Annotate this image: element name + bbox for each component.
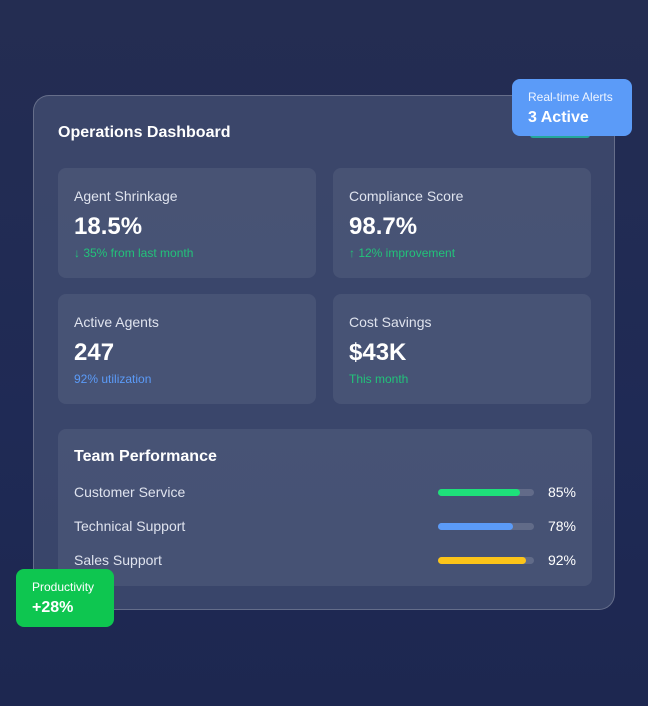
- alert-value: 3 Active: [528, 109, 589, 126]
- team-title: Team Performance: [74, 448, 217, 465]
- metric-sub: 92% utilization: [74, 372, 152, 386]
- metric-label: Active Agents: [74, 314, 159, 330]
- metric-card-cost-savings: Cost Savings $43K This month: [333, 294, 591, 404]
- progress-bar: [438, 523, 534, 530]
- metric-card-active-agents: Active Agents 247 92% utilization: [58, 294, 316, 404]
- team-row: Technical Support 78%: [74, 516, 576, 536]
- dashboard-panel: Operations Dashboard Agent Shrinkage 18.…: [33, 95, 615, 610]
- metric-value: $43K: [349, 339, 407, 366]
- metric-label: Cost Savings: [349, 314, 432, 330]
- progress-fill: [438, 557, 527, 564]
- metric-sub: ↓ 35% from last month: [74, 246, 194, 260]
- metric-sub: ↑ 12% improvement: [349, 246, 456, 260]
- progress-fill: [438, 489, 520, 496]
- progress-bar: [438, 489, 534, 496]
- team-pct: 78%: [547, 518, 576, 534]
- metric-value: 98.7%: [349, 213, 418, 240]
- team-pct: 85%: [547, 484, 576, 500]
- team-pct: 92%: [547, 552, 576, 568]
- team-performance: Team Performance Customer Service 85% Te…: [58, 429, 592, 586]
- metric-card-compliance-score: Compliance Score 98.7% ↑ 12% improvement: [333, 168, 591, 278]
- team-name: Customer Service: [74, 484, 186, 500]
- metric-label: Compliance Score: [349, 188, 464, 204]
- metric-label: Agent Shrinkage: [74, 188, 178, 204]
- productivity-badge: Productivity +28%: [16, 569, 114, 627]
- realtime-alerts-badge[interactable]: Real-time Alerts 3 Active: [512, 79, 632, 136]
- metric-card-agent-shrinkage: Agent Shrinkage 18.5% ↓ 35% from last mo…: [58, 168, 316, 278]
- team-name: Technical Support: [74, 518, 186, 534]
- productivity-label: Productivity: [32, 580, 95, 594]
- alert-label: Real-time Alerts: [528, 90, 613, 104]
- team-row: Sales Support 92%: [74, 550, 576, 570]
- productivity-value: +28%: [32, 599, 74, 616]
- progress-bar: [438, 557, 534, 564]
- metric-value: 18.5%: [74, 213, 143, 240]
- page-title: Operations Dashboard: [58, 124, 231, 141]
- team-name: Sales Support: [74, 552, 162, 568]
- team-row: Customer Service 85%: [74, 482, 576, 502]
- metric-sub: This month: [349, 372, 409, 386]
- progress-fill: [438, 523, 513, 530]
- metric-value: 247: [74, 339, 115, 366]
